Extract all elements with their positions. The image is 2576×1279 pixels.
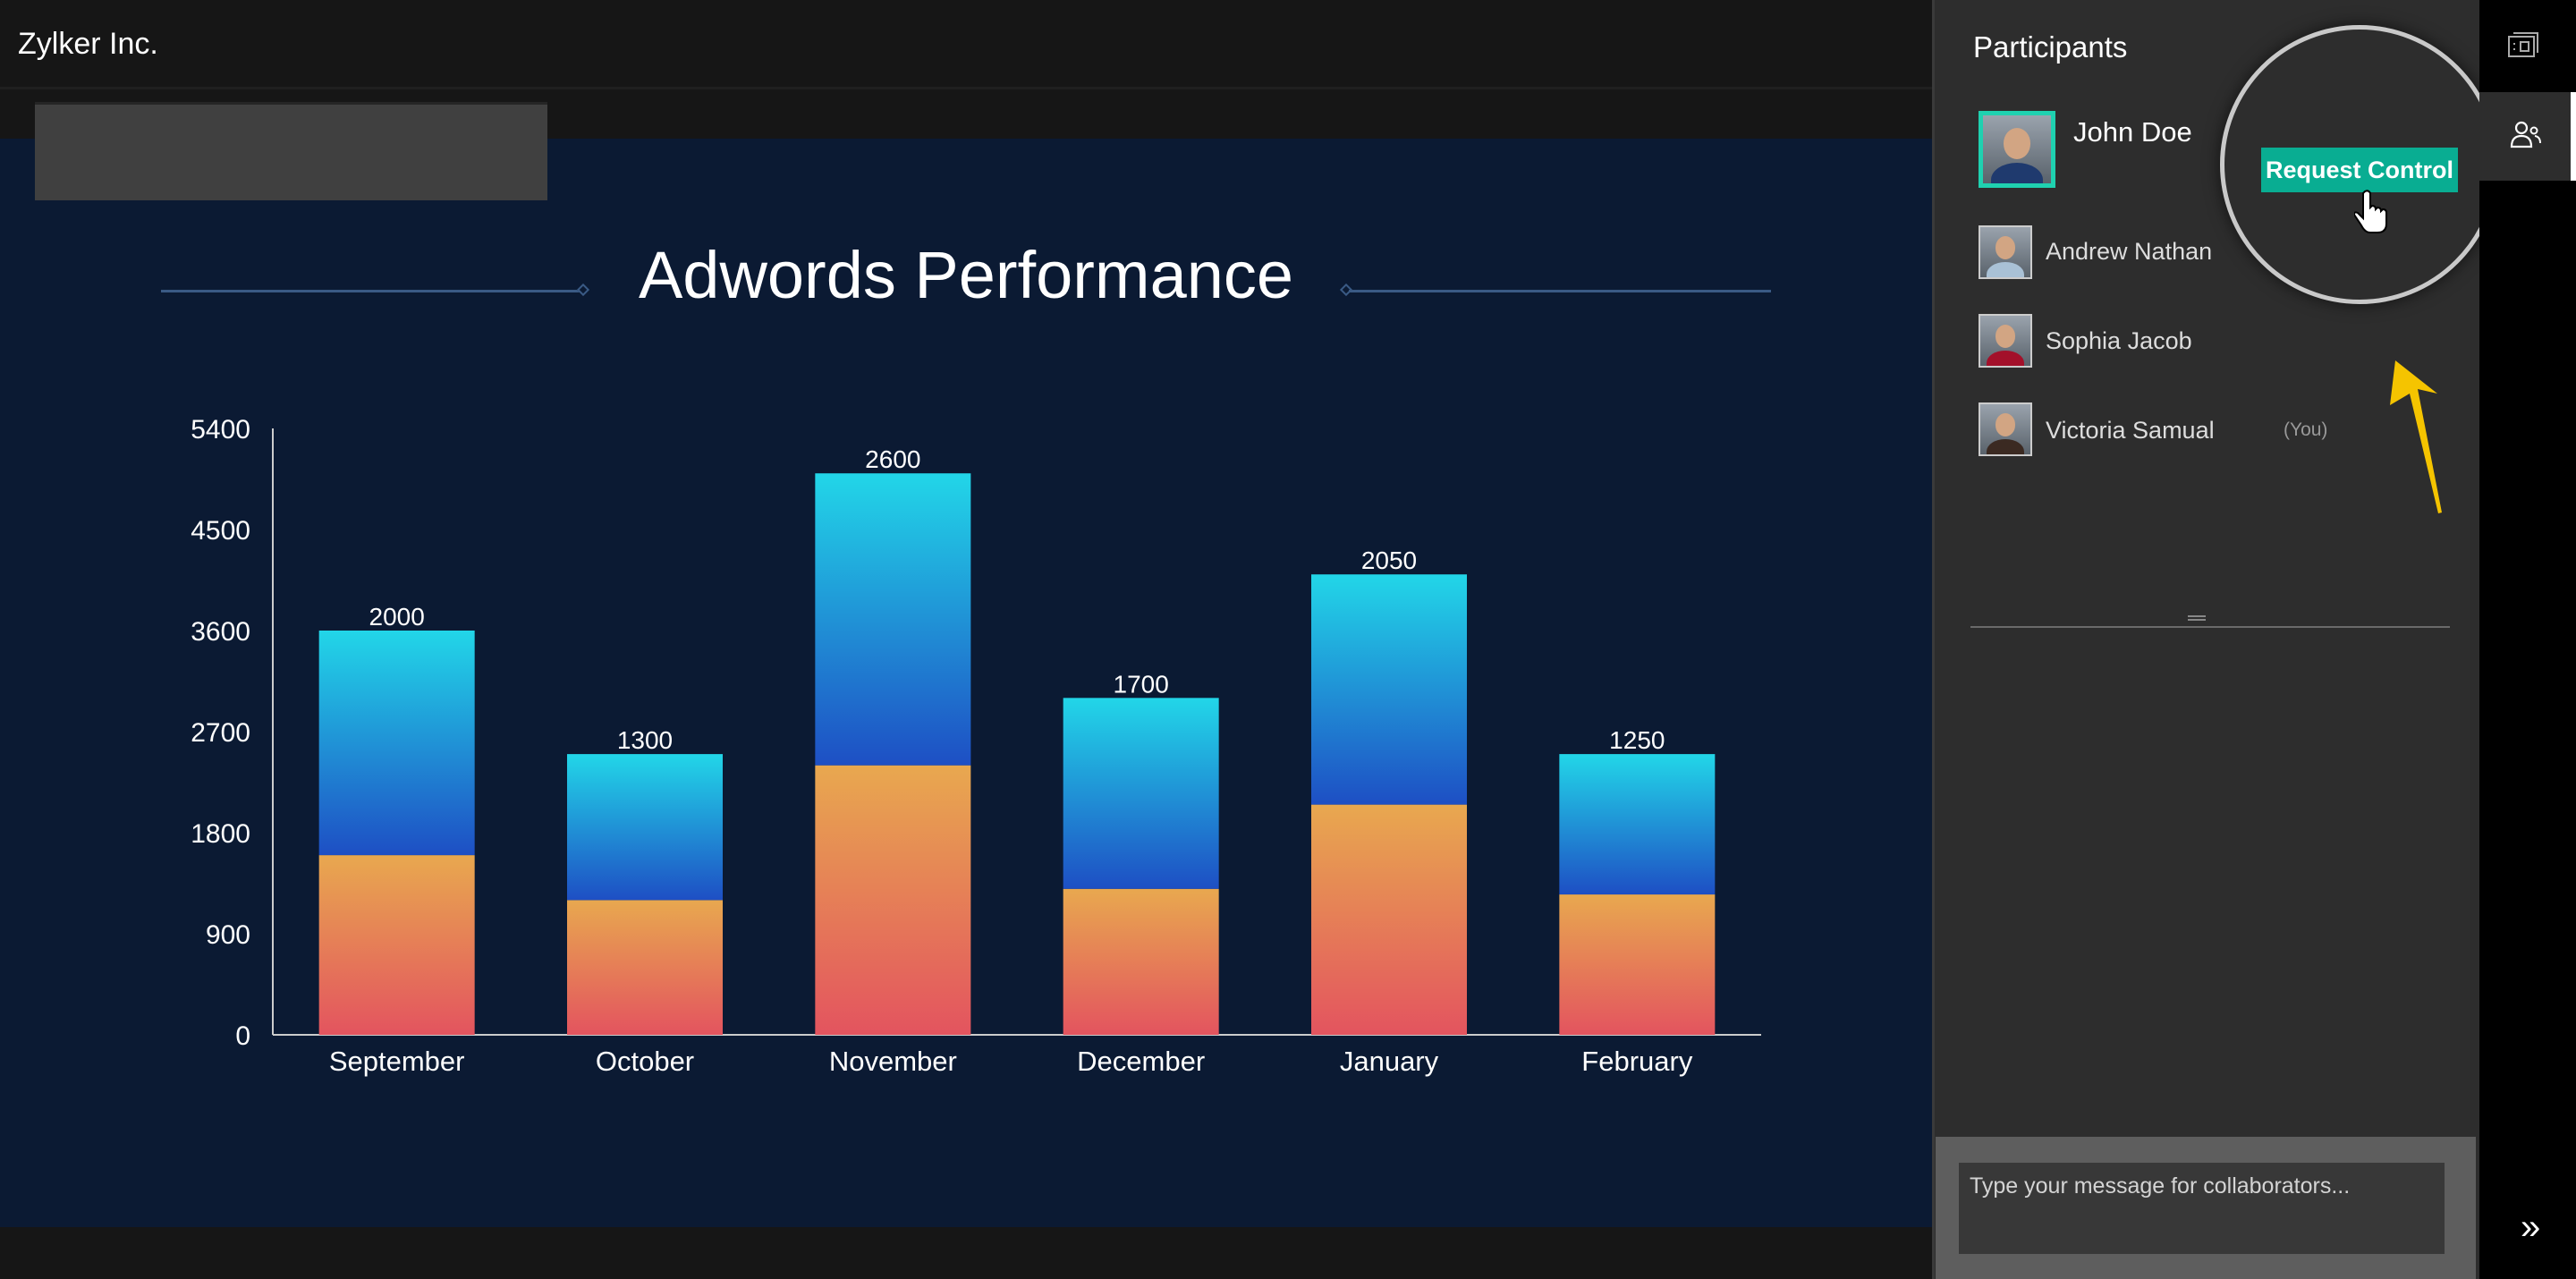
panel-divider: [1970, 626, 2450, 628]
hand-cursor-icon: [2354, 190, 2387, 233]
data-label: 2050: [1361, 546, 1417, 574]
participants-tab[interactable]: [2479, 92, 2576, 181]
bar-bottom: [318, 855, 475, 1035]
expand-icon[interactable]: »: [2521, 1207, 2541, 1247]
y-tick-label: 3600: [191, 617, 250, 647]
bar-top: [318, 631, 475, 856]
avatar-john-doe: [1979, 111, 2055, 188]
title-rule-left: [161, 290, 581, 292]
participant-name: Andrew Nathan: [2046, 238, 2213, 265]
data-label: 1300: [617, 726, 673, 754]
panel-title: Participants: [1973, 30, 2128, 64]
x-tick-label: December: [1077, 1046, 1205, 1077]
x-tick-label: February: [1581, 1046, 1693, 1077]
participants-icon: [2510, 121, 2541, 148]
avatar-sophia-jacob: [1979, 314, 2032, 368]
x-tick-label: September: [329, 1046, 465, 1077]
data-label: 1250: [1609, 726, 1665, 754]
resize-handle[interactable]: [2188, 615, 2206, 621]
bar-top: [1311, 574, 1467, 805]
bar-top: [815, 473, 971, 766]
participant-row-active[interactable]: [35, 102, 547, 200]
right-rail: [2479, 0, 2576, 1279]
bar-bottom: [567, 900, 723, 1035]
y-tick-label: 0: [235, 1021, 250, 1051]
bar-bottom: [1063, 888, 1219, 1035]
top-bar: Zylker Inc.: [0, 0, 1932, 89]
avatar-andrew-nathan: [1979, 225, 2032, 279]
data-label: 1700: [1114, 670, 1169, 698]
x-tick-label: January: [1340, 1046, 1439, 1077]
avatar-victoria-samual: [1979, 402, 2032, 456]
request-control-button[interactable]: Request Control: [2261, 148, 2458, 192]
data-label: 2600: [865, 445, 920, 473]
x-tick-label: October: [596, 1046, 694, 1077]
bar-bottom: [1559, 894, 1716, 1035]
x-tick-label: November: [829, 1046, 957, 1077]
presentation-icon[interactable]: [2507, 31, 2539, 58]
participant-name: Victoria Samual: [2046, 417, 2215, 444]
bar-top: [1063, 698, 1219, 889]
bottom-bar: [0, 1227, 1932, 1279]
brand-name: Zylker Inc.: [18, 27, 158, 61]
participant-name: Sophia Jacob: [2046, 327, 2192, 354]
you-badge: (You): [2284, 419, 2328, 440]
y-tick-label: 5400: [191, 415, 250, 445]
title-rule-right: [1349, 290, 1771, 292]
y-tick-label: 900: [206, 920, 250, 950]
y-tick-label: 4500: [191, 516, 250, 546]
data-label: 2000: [369, 603, 425, 631]
bar-top: [1559, 754, 1716, 895]
chart-title: Adwords Performance: [638, 238, 1294, 312]
participant-name: John Doe: [2073, 116, 2192, 148]
bar-bottom: [1311, 804, 1467, 1035]
bar-top: [567, 754, 723, 901]
yellow-arrow-icon: [2390, 360, 2442, 513]
y-tick-label: 2700: [191, 718, 250, 748]
collaborator-message-input[interactable]: [1959, 1163, 2445, 1254]
bar-bottom: [815, 765, 971, 1035]
y-tick-label: 1800: [191, 819, 250, 849]
stacked-bar-chart: 09001800270036004500540016002000Septembe…: [191, 415, 1761, 1077]
